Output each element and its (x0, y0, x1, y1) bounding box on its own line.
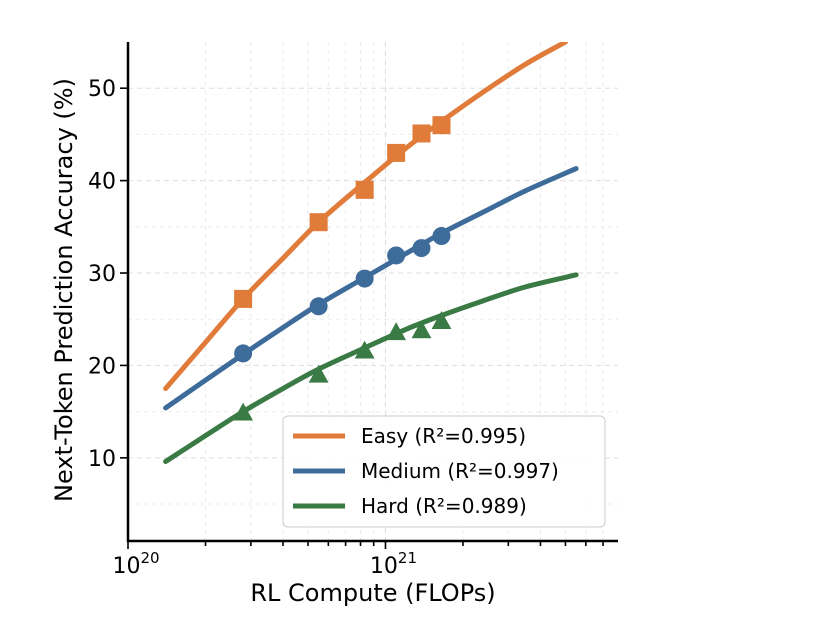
data-point-square (387, 143, 406, 162)
data-point-triangle (233, 402, 254, 421)
data-point-circle (432, 227, 451, 246)
legend: Easy (R²=0.995) Medium (R²=0.997) Hard (R²… (282, 415, 606, 528)
data-markers (233, 116, 452, 421)
data-point-square (432, 116, 451, 135)
data-point-square (234, 289, 253, 308)
y-tick-label: 20 (88, 354, 116, 379)
fit-line-0 (163, 42, 568, 392)
y-tick-label: 50 (88, 77, 116, 102)
fit-lines (163, 42, 579, 465)
legend-entry-label: Medium (R²=0.997) (361, 459, 559, 483)
data-point-square (355, 180, 374, 199)
x-tick-label: 1020 (112, 549, 159, 579)
y-tick-label: 30 (88, 262, 116, 287)
data-point-circle (309, 297, 328, 316)
data-point-circle (234, 344, 253, 363)
data-point-triangle (354, 340, 375, 359)
data-point-circle (387, 246, 406, 265)
y-axis-label: Next-Token Prediction Accuracy (%) (50, 78, 78, 502)
x-axis-label: RL Compute (FLOPs) (250, 579, 495, 607)
legend-entry-label: Easy (R²=0.995) (361, 424, 526, 448)
legend-box (282, 415, 606, 528)
legend-entry-label: Hard (R²=0.989) (361, 494, 527, 518)
x-tick-label: 1021 (370, 549, 417, 579)
data-point-triangle (411, 320, 432, 339)
y-tick-label: 40 (88, 170, 116, 195)
data-point-triangle (308, 364, 329, 383)
data-point-circle (355, 269, 374, 288)
data-point-triangle (431, 311, 452, 329)
data-point-square (309, 213, 328, 232)
data-point-triangle (386, 322, 407, 341)
data-point-circle (412, 239, 431, 258)
y-tick-label: 10 (88, 447, 116, 472)
data-point-square (412, 124, 431, 143)
